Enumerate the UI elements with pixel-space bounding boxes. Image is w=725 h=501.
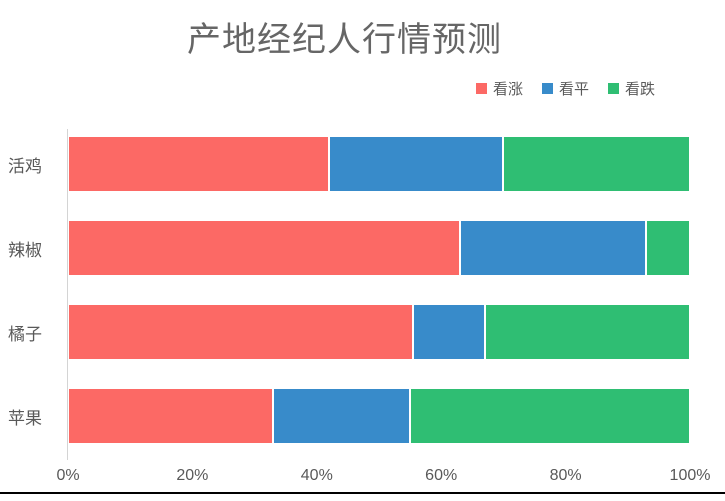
bar-segment-苹果-看涨[interactable] xyxy=(68,388,274,444)
bar-row-辣椒: 辣椒 xyxy=(0,206,690,290)
bar-segment-橘子-看跌[interactable] xyxy=(484,304,690,360)
legend: 看涨 看平 看跌 xyxy=(476,78,655,99)
category-label: 苹果 xyxy=(8,408,42,428)
x-tick-label: 60% xyxy=(425,467,458,484)
y-axis-line xyxy=(67,129,68,460)
category-label: 辣椒 xyxy=(8,240,42,260)
bar-row-活鸡: 活鸡 xyxy=(0,122,690,206)
bar-segment-苹果-看平[interactable] xyxy=(273,388,411,444)
bar-track xyxy=(68,136,690,192)
legend-label: 看平 xyxy=(559,80,590,98)
legend-label: 看跌 xyxy=(625,80,656,98)
bar-segment-辣椒-看跌[interactable] xyxy=(646,220,690,276)
bar-row-橘子: 橘子 xyxy=(0,290,690,374)
bar-segment-苹果-看跌[interactable] xyxy=(410,388,690,444)
bar-segment-辣椒-看平[interactable] xyxy=(459,220,647,276)
bar-track xyxy=(68,388,690,444)
plot-area: 活鸡 辣椒 橘子 苹果 xyxy=(0,122,690,458)
x-tick-label: 20% xyxy=(176,467,209,484)
bottom-border xyxy=(0,492,725,494)
bar-segment-橘子-看涨[interactable] xyxy=(68,304,414,360)
legend-item-看跌[interactable]: 看跌 xyxy=(608,78,655,99)
legend-item-看平[interactable]: 看平 xyxy=(542,78,589,99)
bar-row-苹果: 苹果 xyxy=(0,374,690,458)
bar-segment-活鸡-看平[interactable] xyxy=(329,136,504,192)
bar-segment-橘子-看平[interactable] xyxy=(413,304,485,360)
x-tick-label: 80% xyxy=(549,467,582,484)
chart-title: 产地经纪人行情预测 xyxy=(187,21,502,59)
x-tick-label: 40% xyxy=(300,467,333,484)
bar-segment-辣椒-看涨[interactable] xyxy=(68,220,460,276)
legend-swatch-icon xyxy=(476,82,487,94)
category-label: 橘子 xyxy=(8,324,42,344)
bar-segment-活鸡-看跌[interactable] xyxy=(503,136,690,192)
legend-swatch-icon xyxy=(542,82,554,94)
bar-segment-活鸡-看涨[interactable] xyxy=(68,136,330,192)
legend-swatch-icon xyxy=(608,82,620,94)
legend-item-看涨[interactable]: 看涨 xyxy=(476,78,523,99)
bar-track xyxy=(68,304,690,360)
x-tick-label: 0% xyxy=(56,467,80,484)
legend-label: 看涨 xyxy=(493,80,524,98)
x-axis-ticks: 0% 20% 40% 60% 80% 100% xyxy=(56,467,710,487)
x-tick-label: 100% xyxy=(669,467,711,484)
category-label: 活鸡 xyxy=(8,156,42,176)
bar-track xyxy=(68,220,690,276)
